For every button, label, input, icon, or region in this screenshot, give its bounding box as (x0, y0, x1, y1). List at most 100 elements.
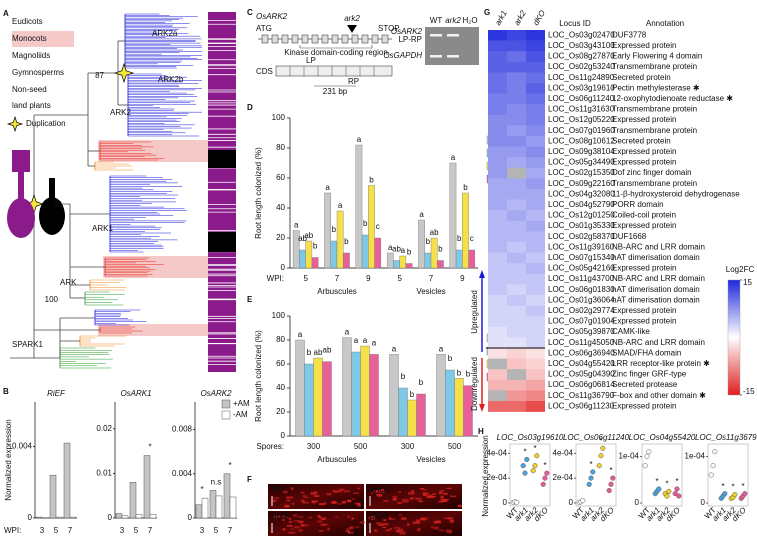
bar (311, 257, 319, 269)
panel-letter: G (484, 8, 490, 17)
x-tick-label: 7 (228, 526, 233, 535)
heatmap-cell (488, 167, 507, 179)
fungal-structure (378, 494, 382, 497)
data-point (588, 475, 594, 481)
fungal-structure (398, 491, 402, 493)
bootstrap-value: 100 (45, 295, 59, 304)
heatmap-cell (526, 369, 545, 381)
heatmap-cell (488, 295, 507, 306)
annotation: LRR receptor-like protein ✱ (612, 359, 710, 368)
heatmap-cell (507, 316, 526, 328)
fungal-structure (300, 524, 305, 527)
axis-title: Root length colonized (%) (254, 330, 263, 422)
significance-letter: a (401, 246, 406, 255)
fungal-structure (390, 518, 396, 520)
data-point (742, 491, 748, 497)
fungal-structure (290, 528, 294, 530)
fungal-structure (291, 487, 294, 491)
locus-id: LOC_Os05g39870 (548, 327, 615, 336)
legend-highlight (12, 31, 74, 47)
fungal-structure (310, 491, 317, 495)
heatmap-cell (488, 189, 507, 200)
fungal-structure (388, 516, 392, 520)
y-tick-label: 0 (569, 498, 574, 507)
fungal-structure (438, 529, 445, 531)
annotation: hAT dimerisation domain (612, 285, 700, 294)
bar (215, 495, 223, 519)
fungal-structure (300, 492, 305, 494)
heatmap-cell (488, 210, 507, 222)
annotation: NB-ARC and LRR domain (612, 338, 705, 347)
bar (55, 516, 63, 519)
fungal-structure (332, 500, 337, 504)
fungal-structure (385, 529, 390, 532)
fungal-structure (286, 496, 293, 499)
data-point (540, 481, 546, 487)
heatmap-cell (526, 337, 545, 349)
significance-letter: b (307, 348, 312, 357)
locus-id: LOC_Os11g36790 (548, 391, 615, 400)
gel-band (447, 55, 459, 58)
annotation: Zinc finger GRF-type (612, 370, 687, 379)
locus-id: LOC_Os03g02470 (548, 30, 615, 39)
heatmap-cell (488, 273, 507, 285)
micrograph-label: dKO (370, 512, 388, 521)
significance: * (655, 477, 658, 486)
down-arrow (479, 404, 485, 412)
locus-id: LOC_Os02g15350 (548, 168, 615, 177)
locus-id: LOC_Os06g36940 (548, 348, 615, 357)
locus-id: LOC_Os05g34490 (548, 158, 615, 167)
na-cell (488, 390, 507, 402)
panel-letter: D (247, 103, 253, 112)
annotation: DUF1668 (612, 232, 647, 241)
significance-letter: a (325, 183, 330, 192)
bar (445, 369, 455, 437)
locus-id: LOC_Os01g35330 (548, 221, 615, 230)
y-tick-label: 100 (272, 113, 286, 122)
bootstrap-value: 99 (53, 200, 62, 209)
fungal-structure (302, 501, 309, 504)
bar (430, 237, 438, 269)
heatmap-cell (507, 72, 526, 84)
locus-id: LOC_Os11g43700 (548, 274, 615, 283)
annotation: F-box and other domain ✱ (612, 391, 706, 400)
significance-letter: ab (314, 348, 323, 357)
data-point (606, 488, 612, 494)
bar (223, 473, 231, 519)
significance-letter: b (344, 237, 349, 246)
y-tick-label: 0.008 (172, 425, 193, 434)
plot-title: LOC_Os06g11240 (563, 433, 630, 442)
heatmap-cell (488, 104, 507, 116)
fungal-structure (437, 520, 441, 522)
significance-letter: b (438, 245, 443, 254)
heatmap-cell (488, 40, 507, 52)
colorbar-tick-label: -15 (743, 387, 755, 396)
y-tick-label: 80 (276, 335, 285, 344)
fungal-structure (273, 497, 280, 499)
significance-letter: a (338, 201, 343, 210)
gel-lane-label: ark2 (445, 16, 461, 25)
significance-letter: b (363, 219, 368, 228)
x-tick-label: 500 (448, 442, 462, 451)
significance-letter: b (466, 370, 471, 379)
fungal-structure (320, 523, 326, 527)
heatmap-cell (526, 30, 545, 41)
significance-letter: a (451, 153, 456, 162)
x-tick-label: 7 (429, 274, 434, 283)
heatmap-cell (507, 326, 526, 338)
significance-letter: ab (298, 234, 307, 243)
data-point (644, 453, 650, 459)
significance-letter: a (354, 336, 359, 345)
annotation: NB-ARC and LRR domain (612, 242, 705, 251)
fungal-structure (346, 499, 352, 503)
significance: n.s (211, 477, 222, 486)
fungal-structure (278, 515, 285, 517)
x-tick-label: 5 (54, 526, 59, 535)
y-tick-label: 60 (276, 359, 285, 368)
fungal-structure (298, 529, 303, 532)
data-point (676, 493, 682, 499)
bar (292, 230, 300, 269)
fungal-structure (331, 489, 336, 491)
significance-letter: a (419, 210, 424, 219)
locus-id: LOC_Os05g42160 (548, 264, 615, 273)
